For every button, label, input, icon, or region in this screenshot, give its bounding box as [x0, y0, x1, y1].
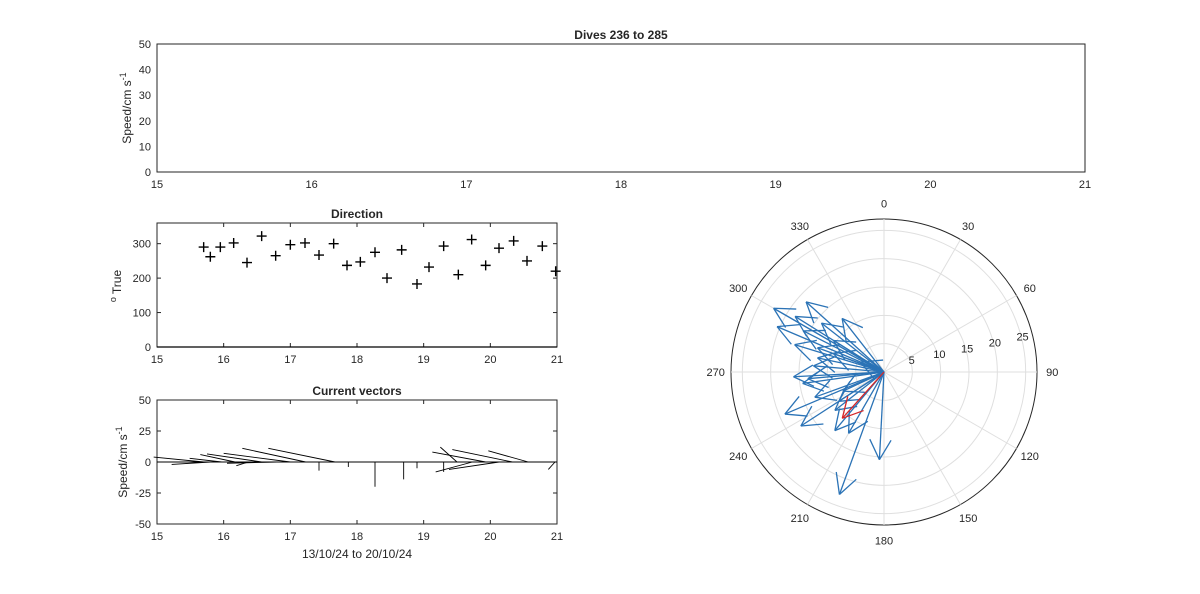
compass-angle-label: 120	[1021, 451, 1039, 463]
vectors-ylabel-text: Speed/cm s	[116, 434, 130, 497]
direction-xtick-label: 18	[351, 354, 363, 366]
vectors-xtick-label: 18	[351, 531, 363, 543]
direction-xtick-label: 15	[151, 354, 163, 366]
speed-ytick-label: 30	[139, 90, 151, 102]
vectors-title: Current vectors	[312, 384, 402, 398]
speed-ylabel-sup: -1	[118, 72, 128, 80]
speed-axes-box	[157, 44, 1085, 172]
direction-ytick-label: 100	[133, 308, 151, 320]
speed-xtick-label: 18	[615, 179, 627, 191]
vectors-xtick-label: 20	[484, 531, 496, 543]
speed-panel: 15 16 17 18 19 20 21 0 10 20 30 40 50 Dives 236 to 2…	[118, 28, 1091, 191]
direction-ytick-label: 0	[145, 342, 151, 354]
compass-angle-label: 30	[962, 221, 974, 233]
compass-angle-label: 180	[875, 535, 893, 547]
speed-xtick-label: 15	[151, 179, 163, 191]
speed-ytick-label: 50	[139, 39, 151, 51]
vectors-xtick-label: 19	[418, 531, 430, 543]
direction-xtick-label: 20	[484, 354, 496, 366]
compass-angle-label: 150	[959, 513, 977, 525]
speed-title: Dives 236 to 285	[574, 28, 668, 42]
direction-axes-box	[157, 223, 557, 347]
compass-angle-label: 270	[707, 367, 725, 379]
direction-xtick-label: 19	[418, 354, 430, 366]
compass-angle-label: 0	[881, 199, 887, 211]
compass-radial-label: 5	[909, 355, 915, 367]
compass-angle-label: 300	[729, 283, 747, 295]
compass-angle-label: 240	[729, 451, 747, 463]
vectors-xtick-label: 17	[284, 531, 296, 543]
vectors-ylabel: Speed/cm s-1	[114, 426, 130, 497]
direction-panel: 15 16 17 18 19 20 21 0 100 200 300 Direction o True	[108, 207, 563, 366]
compass-angle-label: 330	[791, 221, 809, 233]
vectors-xtick-label: 15	[151, 531, 163, 543]
speed-ytick-label: 10	[139, 141, 151, 153]
compass-angle-label: 60	[1024, 283, 1036, 295]
speed-ytick-label: 0	[145, 167, 151, 179]
speed-xtick-label: 19	[770, 179, 782, 191]
vectors-xlabel: 13/10/24 to 20/10/24	[302, 547, 412, 561]
vectors-ytick-label: 0	[145, 457, 151, 469]
direction-title: Direction	[331, 207, 383, 221]
direction-ytick-label: 300	[133, 239, 151, 251]
speed-ytick-label: 40	[139, 65, 151, 77]
vectors-xtick-label: 16	[218, 531, 230, 543]
direction-ylabel-text: True	[110, 270, 124, 295]
compass-radial-label: 25	[1016, 332, 1028, 344]
speed-ytick-label: 20	[139, 116, 151, 128]
speed-ylabel: Speed/cm s-1	[118, 72, 134, 143]
speed-ylabel-text: Speed/cm s	[120, 80, 134, 143]
direction-xtick-label: 21	[551, 354, 563, 366]
vectors-ytick-label: 50	[139, 395, 151, 407]
compass-angle-label: 210	[791, 513, 809, 525]
vectors-ytick-label: -50	[135, 519, 151, 531]
compass-radial-label: 20	[989, 337, 1001, 349]
direction-ylabel-sup: o	[108, 297, 118, 302]
compass-radial-label: 15	[961, 343, 973, 355]
vectors-ytick-label: 25	[139, 426, 151, 438]
speed-xtick-label: 21	[1079, 179, 1091, 191]
compass-radial-label: 10	[933, 349, 945, 361]
vectors-ylabel-sup: -1	[114, 426, 124, 434]
vectors-ytick-label: -25	[135, 488, 151, 500]
direction-ytick-label: 200	[133, 273, 151, 285]
vectors-xtick-label: 21	[551, 531, 563, 543]
speed-xtick-label: 17	[460, 179, 472, 191]
compass-angle-label: 90	[1046, 367, 1058, 379]
speed-xtick-label: 20	[924, 179, 936, 191]
direction-xtick-label: 17	[284, 354, 296, 366]
direction-xtick-label: 16	[218, 354, 230, 366]
compass-arrow-head	[774, 308, 797, 309]
speed-xtick-label: 16	[306, 179, 318, 191]
